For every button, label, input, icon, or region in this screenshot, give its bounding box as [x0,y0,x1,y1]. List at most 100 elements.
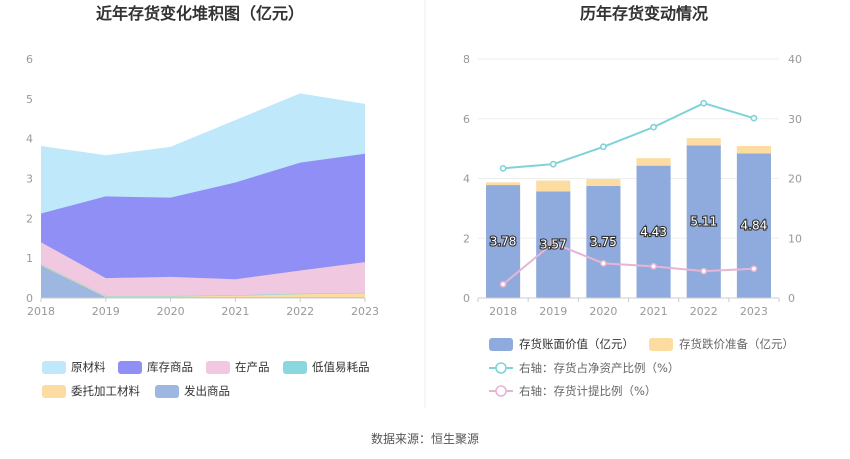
line-point[interactable] [600,259,607,267]
bar-存货账面价值（亿元）[interactable] [636,165,671,298]
right-y2-tick-label: 0 [788,292,795,305]
legend-swatch [489,338,513,351]
right-chart: 历年存货变动情况 0 2 4 6 8 0 10 20 30 40 3.78 3.57 3.75 4.4… [463,4,802,398]
left-x-tick-label: 2021 [221,305,249,318]
right-bar-labels: 3.78 3.57 3.75 4.43 5.11 4.84 [489,214,769,253]
left-legend-item[interactable]: 库存商品 [118,360,193,374]
bar-value-label: 4.43 [640,225,667,239]
left-area-series [40,93,366,298]
bar-value-label: 3.75 [590,235,617,249]
left-y-tick-label: 2 [26,212,33,225]
legend-swatch [118,361,142,374]
right-y2-tick-label: 30 [788,113,802,126]
right-x-tick-label: 2023 [740,305,768,318]
right-y-tick-label: 0 [463,292,470,305]
line-point[interactable] [499,164,507,172]
bar-存货跌价准备（亿元）[interactable] [636,158,671,166]
right-y-tick-label: 4 [463,173,470,186]
left-y-tick-label: 4 [26,133,33,146]
right-legend-item[interactable]: 右轴：存货占净资产比例（%） [489,361,679,375]
left-y-tick-label: 0 [26,292,33,305]
line-point[interactable] [700,267,708,275]
left-x-tick-label: 2018 [27,305,55,318]
area-发出商品 [41,265,365,298]
left-y-tick-label: 5 [26,93,33,106]
line-point[interactable] [499,280,507,288]
left-chart-title: 近年存货变化堆积图（亿元） [96,4,304,23]
legend-label: 右轴：存货计提比例（%） [519,384,656,398]
bar-存货跌价准备（亿元）[interactable] [686,138,721,146]
bar-value-label: 3.57 [540,238,567,252]
right-y2-tick-label: 20 [788,173,802,186]
right-legend-item[interactable]: 右轴：存货计提比例（%） [489,384,656,398]
left-x-axis: 2018 2019 2020 2021 2022 2023 [27,298,379,318]
left-x-tick-label: 2023 [351,305,379,318]
right-x-tick-label: 2020 [589,305,617,318]
left-y-tick-label: 3 [26,173,33,186]
legend-label: 低值易耗品 [312,360,370,374]
legend-label: 库存商品 [147,360,193,374]
right-legend-item[interactable]: 存货跌价准备（亿元） [649,337,794,351]
line-point[interactable] [549,160,557,168]
left-y-tick-label: 1 [26,252,33,265]
legend-marker [495,385,507,397]
right-legend-item[interactable]: 存货账面价值（亿元） [489,337,634,351]
legend-swatch [283,361,307,374]
bar-存货跌价准备（亿元）[interactable] [486,182,521,186]
right-y-axis-left: 0 2 4 6 8 [463,53,470,305]
area-edge-原材料 [40,93,366,157]
legend-swatch [42,361,66,374]
left-legend-item[interactable]: 发出商品 [155,384,230,398]
bar-存货账面价值（亿元）[interactable] [736,153,771,298]
legend-label: 在产品 [235,360,270,374]
right-y-axis-right: 0 10 20 30 40 [788,53,802,305]
line-point[interactable] [750,114,758,122]
right-x-tick-label: 2021 [640,305,668,318]
right-y2-tick-label: 10 [788,232,802,245]
bar-存货跌价准备（亿元）[interactable] [586,179,621,186]
bar-存货账面价值（亿元）[interactable] [586,185,621,298]
right-x-axis: 2018 2019 2020 2021 2022 2023 [477,298,780,318]
left-legend-item[interactable]: 在产品 [206,360,270,374]
line-point[interactable] [650,123,657,131]
area-原材料 [41,94,365,214]
right-y-tick-label: 2 [463,232,470,245]
bar-存货账面价值（亿元）[interactable] [486,185,521,298]
left-x-tick-label: 2022 [286,305,314,318]
legend-swatch [42,385,66,398]
legend-label: 存货跌价准备（亿元） [679,337,794,351]
bar-存货跌价准备（亿元）[interactable] [736,145,771,154]
line-point[interactable] [600,143,607,151]
right-bar-series [486,138,771,298]
bar-value-label: 4.84 [741,219,768,233]
right-y-tick-label: 8 [463,53,470,66]
line-右轴：存货计提比例（%） [502,241,754,286]
legend-label: 委托加工材料 [71,384,140,398]
line-point[interactable] [750,265,758,273]
left-y-tick-label: 6 [26,53,33,66]
legend-label: 原材料 [71,360,106,374]
area-在产品 [41,242,365,297]
legend-marker [495,362,507,374]
right-x-tick-label: 2019 [539,305,567,318]
line-point[interactable] [549,239,557,247]
left-legend-item[interactable]: 原材料 [42,360,106,374]
line-point[interactable] [700,99,708,107]
legend-swatch [206,361,230,374]
legend-swatch [649,338,673,351]
source-note: 数据来源：恒生聚源 [371,431,479,446]
legend-label: 存货账面价值（亿元） [519,337,634,351]
right-x-tick-label: 2022 [690,305,718,318]
line-point[interactable] [650,262,657,270]
left-legend-item[interactable]: 委托加工材料 [42,384,140,398]
bar-value-label: 3.78 [490,235,517,249]
left-y-axis: 0 1 2 3 4 5 6 [26,53,33,305]
bar-value-label: 5.11 [690,215,717,229]
legend-label: 发出商品 [184,384,230,398]
bar-存货跌价准备（亿元）[interactable] [536,180,571,192]
left-legend-item[interactable]: 低值易耗品 [283,360,370,374]
right-y2-tick-label: 40 [788,53,802,66]
